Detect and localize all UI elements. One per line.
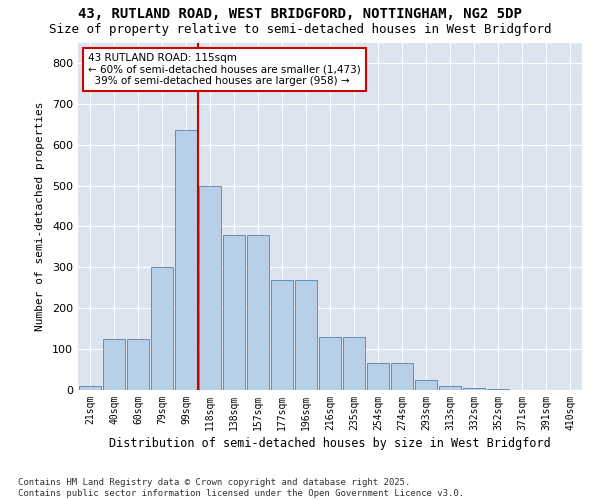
Text: Contains HM Land Registry data © Crown copyright and database right 2025.
Contai: Contains HM Land Registry data © Crown c…	[18, 478, 464, 498]
X-axis label: Distribution of semi-detached houses by size in West Bridgford: Distribution of semi-detached houses by …	[109, 437, 551, 450]
Bar	[151, 268, 173, 390]
Bar	[295, 280, 317, 390]
Bar	[223, 234, 245, 390]
Bar	[199, 186, 221, 390]
Bar	[103, 339, 125, 390]
Text: 43 RUTLAND ROAD: 115sqm
← 60% of semi-detached houses are smaller (1,473)
  39% : 43 RUTLAND ROAD: 115sqm ← 60% of semi-de…	[88, 53, 361, 86]
Bar	[343, 337, 365, 390]
Bar	[175, 130, 197, 390]
Bar	[367, 364, 389, 390]
Bar	[487, 389, 509, 390]
Bar	[439, 386, 461, 390]
Bar	[79, 386, 101, 390]
Text: Size of property relative to semi-detached houses in West Bridgford: Size of property relative to semi-detach…	[49, 22, 551, 36]
Bar	[391, 364, 413, 390]
Bar	[319, 337, 341, 390]
Y-axis label: Number of semi-detached properties: Number of semi-detached properties	[35, 102, 45, 331]
Text: 43, RUTLAND ROAD, WEST BRIDGFORD, NOTTINGHAM, NG2 5DP: 43, RUTLAND ROAD, WEST BRIDGFORD, NOTTIN…	[78, 8, 522, 22]
Bar	[463, 388, 485, 390]
Bar	[271, 280, 293, 390]
Bar	[127, 339, 149, 390]
Bar	[415, 380, 437, 390]
Bar	[247, 234, 269, 390]
